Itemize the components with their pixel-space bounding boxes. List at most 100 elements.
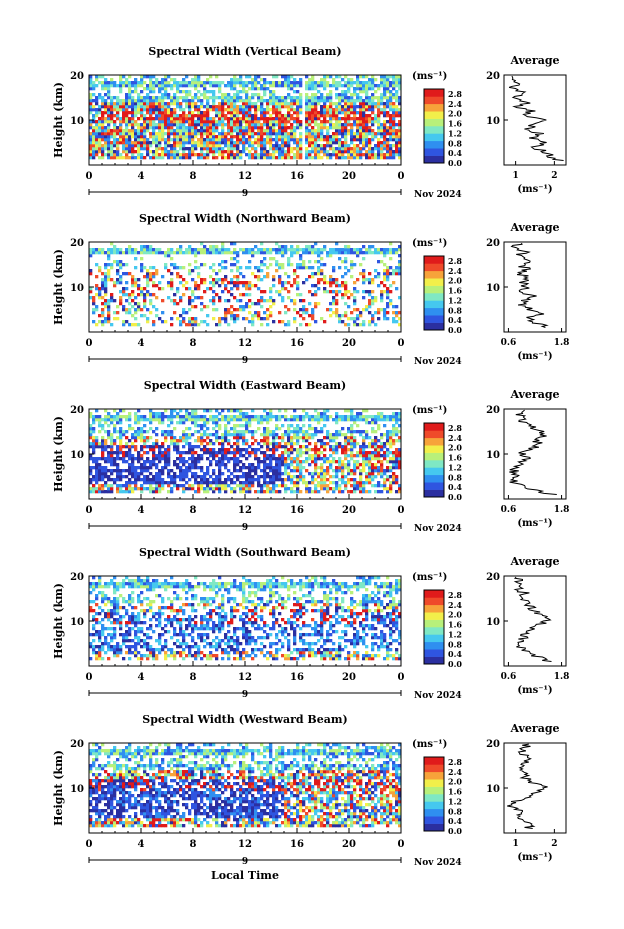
heatmap-cell <box>95 284 99 288</box>
heatmap-cell <box>311 272 315 276</box>
heatmap-cell <box>326 114 330 118</box>
heatmap-cell <box>335 120 339 124</box>
heatmap-cell <box>359 81 363 85</box>
heatmap-cell <box>116 132 120 136</box>
heatmap-cell <box>326 84 330 88</box>
heatmap-cell <box>134 430 138 434</box>
heatmap-cell <box>314 451 318 455</box>
heatmap-cell <box>89 433 93 437</box>
heatmap-cell <box>251 126 255 130</box>
heatmap-cell <box>257 266 261 270</box>
heatmap-cell <box>224 314 228 318</box>
heatmap-cell <box>251 93 255 97</box>
heatmap-cell <box>95 418 99 422</box>
heatmap-cell <box>152 320 156 324</box>
heatmap-cell <box>341 132 345 136</box>
heatmap-cell <box>140 153 144 157</box>
heatmap-cell <box>104 275 108 279</box>
heatmap-cell <box>179 117 183 121</box>
heatmap-cell <box>140 114 144 118</box>
heatmap-cell <box>104 281 108 285</box>
heatmap-cell <box>302 478 306 482</box>
heatmap-cell <box>179 120 183 124</box>
heatmap-cell <box>101 302 105 306</box>
heatmap-cell <box>260 141 264 145</box>
heatmap-cell <box>287 144 291 148</box>
heatmap-cell <box>245 266 249 270</box>
heatmap-cell <box>155 490 159 494</box>
heatmap-cell <box>158 287 162 291</box>
heatmap-cell <box>140 147 144 151</box>
heatmap-cell <box>116 129 120 133</box>
heatmap-cell <box>278 135 282 139</box>
heatmap-cell <box>164 251 168 255</box>
heatmap-cell <box>392 305 396 309</box>
heatmap-cell <box>335 138 339 142</box>
heatmap-cell <box>161 430 165 434</box>
heatmap-cell <box>146 126 150 130</box>
heatmap-cell <box>191 120 195 124</box>
heatmap-cell <box>305 117 309 121</box>
heatmap-cell <box>155 84 159 88</box>
heatmap-cell <box>209 120 213 124</box>
heatmap-cell <box>281 415 285 419</box>
heatmap-cell <box>95 75 99 79</box>
heatmap-cell <box>92 490 96 494</box>
heatmap-cell <box>179 141 183 145</box>
heatmap-cell <box>248 415 252 419</box>
heatmap-cell <box>191 320 195 324</box>
heatmap-cell <box>119 108 123 112</box>
heatmap-cell <box>332 418 336 422</box>
heatmap-cell <box>167 129 171 133</box>
heatmap-cell <box>311 436 315 440</box>
heatmap-cell <box>281 147 285 151</box>
heatmap-cell <box>218 105 222 109</box>
heatmap-cell <box>239 308 243 312</box>
heatmap-cell <box>293 102 297 106</box>
heatmap-cell <box>314 153 318 157</box>
heatmap-cell <box>260 299 264 303</box>
heatmap-cell <box>335 436 339 440</box>
heatmap-cell <box>173 484 177 488</box>
heatmap-cell <box>308 433 312 437</box>
heatmap-cell <box>293 126 297 130</box>
heatmap-cell <box>398 87 402 91</box>
heatmap-cell <box>347 305 351 309</box>
heatmap-cell <box>344 442 348 446</box>
heatmap-cell <box>296 156 300 160</box>
heatmap-cell <box>323 472 327 476</box>
heatmap-cell <box>119 433 123 437</box>
heatmap-cell <box>332 251 336 255</box>
heatmap-cell <box>266 132 270 136</box>
heatmap-cell <box>296 439 300 443</box>
heatmap-cell <box>179 323 183 327</box>
heatmap-cell <box>317 454 321 458</box>
heatmap-cell <box>359 84 363 88</box>
heatmap-cell <box>206 466 210 470</box>
heatmap-cell <box>161 93 165 97</box>
heatmap-cell <box>311 144 315 148</box>
heatmap-cell <box>308 150 312 154</box>
heatmap-cell <box>212 150 216 154</box>
heatmap-cell <box>206 111 210 115</box>
heatmap-cell <box>239 305 243 309</box>
heatmap-cell <box>215 281 219 285</box>
heatmap-cell <box>392 153 396 157</box>
heatmap-cell <box>182 433 186 437</box>
heatmap-cell <box>167 75 171 79</box>
heatmap-cell <box>188 84 192 88</box>
heatmap-cell <box>152 284 156 288</box>
heatmap-cell <box>149 272 153 276</box>
heatmap-cell <box>140 308 144 312</box>
heatmap-cell <box>230 129 234 133</box>
heatmap-cell <box>116 436 120 440</box>
heatmap-cell <box>137 105 141 109</box>
heatmap-cell <box>158 126 162 130</box>
heatmap-cell <box>224 299 228 303</box>
heatmap-cell <box>134 138 138 142</box>
heatmap-cell <box>89 123 93 127</box>
heatmap-cell <box>314 114 318 118</box>
heatmap-cell <box>305 484 309 488</box>
heatmap-cell <box>194 87 198 91</box>
heatmap-cell <box>215 135 219 139</box>
